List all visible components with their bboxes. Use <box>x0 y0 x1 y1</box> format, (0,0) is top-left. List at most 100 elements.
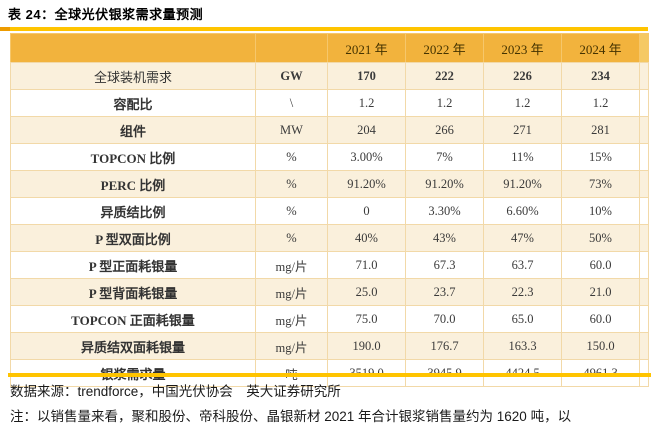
value-cell: 6.60% <box>483 197 562 225</box>
row-edge-strip <box>639 305 649 333</box>
row-edge-strip <box>639 116 649 144</box>
unit-cell: mg/片 <box>255 278 328 306</box>
data-source-note: 数据来源：trendforce，中国光伏协会 英大证券研究所 <box>10 384 341 399</box>
row-label-cell: P 型背面耗银量 <box>10 278 256 306</box>
table-row: TOPCON 比例% 3.00% 7% 11% 15% <box>10 143 649 171</box>
row-edge-strip <box>639 278 649 306</box>
value-cell: 176.7 <box>405 332 484 360</box>
year-header: 2023 年 <box>483 33 562 63</box>
unit-cell: GW <box>255 62 328 90</box>
table-title: 表 24：全球光伏银浆需求量预测 <box>8 7 204 22</box>
row-label-cell: 异质结双面耗银量 <box>10 332 256 360</box>
table-row: 组件 MW 204 266 271 281 <box>10 116 649 144</box>
value-cell: 15% <box>561 143 640 171</box>
value-cell: 1.2 <box>483 89 562 117</box>
value-cell: 222 <box>405 62 484 90</box>
forecast-table: 2021 年 2022 年 2023 年 2024 年 全球装机需求 GW 170 222 2… <box>10 33 649 387</box>
value-cell: 65.0 <box>483 305 562 333</box>
value-cell: 71.0 <box>327 251 406 279</box>
row-edge-strip <box>639 332 649 360</box>
value-cell: 73% <box>561 170 640 198</box>
value-cell: 226 <box>483 62 562 90</box>
value-cell: 150.0 <box>561 332 640 360</box>
table-row: 全球装机需求 GW 170 222 226 234 <box>10 62 649 90</box>
year-header: 2021 年 <box>327 33 406 63</box>
value-cell: 22.3 <box>483 278 562 306</box>
value-cell: 25.0 <box>327 278 406 306</box>
value-cell: 21.0 <box>561 278 640 306</box>
value-cell: 50% <box>561 224 640 252</box>
row-label-cell: PERC 比例 <box>10 170 256 198</box>
value-cell: 266 <box>405 116 484 144</box>
row-edge-strip <box>639 224 649 252</box>
table-row: P 型双面比例% 40% 43% 47% 50% <box>10 224 649 252</box>
row-edge-strip <box>639 170 649 198</box>
row-label-cell: 异质结比例 <box>10 197 256 225</box>
row-edge-strip <box>639 62 649 90</box>
value-cell: 163.3 <box>483 332 562 360</box>
header-label-spacer <box>10 33 256 63</box>
row-edge-strip <box>639 197 649 225</box>
row-label-cell: TOPCON 比例 <box>10 143 256 171</box>
year-header: 2024 年 <box>561 33 640 63</box>
value-cell: 67.3 <box>405 251 484 279</box>
value-cell: 3.30% <box>405 197 484 225</box>
value-cell: 23.7 <box>405 278 484 306</box>
header-unit-spacer <box>255 33 328 63</box>
row-edge-strip <box>639 89 649 117</box>
value-cell: 190.0 <box>327 332 406 360</box>
value-cell: 234 <box>561 62 640 90</box>
row-label-cell: TOPCON 正面耗银量 <box>10 305 256 333</box>
title-rule-divider <box>0 27 648 31</box>
table-row: 异质结比例% 0 3.30% 6.60% 10% <box>10 197 649 225</box>
unit-cell: % <box>255 224 328 252</box>
row-label-cell: 容配比 <box>10 89 256 117</box>
unit-cell: mg/片 <box>255 251 328 279</box>
unit-cell: mg/片 <box>255 305 328 333</box>
value-cell: 91.20% <box>405 170 484 198</box>
table-header-row: 2021 年 2022 年 2023 年 2024 年 <box>10 33 649 63</box>
value-cell: 0 <box>327 197 406 225</box>
value-cell: 204 <box>327 116 406 144</box>
table-row: P 型背面耗银量 mg/片 25.0 23.7 22.3 21.0 <box>10 278 649 306</box>
bottom-rule-divider <box>8 373 651 377</box>
table-header: 2021 年 2022 年 2023 年 2024 年 <box>10 33 649 63</box>
row-label-cell: 组件 <box>10 116 256 144</box>
unit-cell: % <box>255 170 328 198</box>
year-header: 2022 年 <box>405 33 484 63</box>
value-cell: 75.0 <box>327 305 406 333</box>
value-cell: 170 <box>327 62 406 90</box>
table-row: PERC 比例% 91.20% 91.20% 91.20% 73% <box>10 170 649 198</box>
value-cell: 91.20% <box>483 170 562 198</box>
value-cell: 60.0 <box>561 251 640 279</box>
value-cell: 47% <box>483 224 562 252</box>
value-cell: 1.2 <box>561 89 640 117</box>
row-edge-strip <box>639 143 649 171</box>
unit-cell: \ <box>255 89 328 117</box>
row-label-cell: P 型正面耗银量 <box>10 251 256 279</box>
value-cell: 1.2 <box>327 89 406 117</box>
row-label-cell: P 型双面比例 <box>10 224 256 252</box>
table-row: 容配比 \ 1.2 1.2 1.2 1.2 <box>10 89 649 117</box>
value-cell: 91.20% <box>327 170 406 198</box>
header-edge-strip <box>639 33 649 63</box>
value-cell: 63.7 <box>483 251 562 279</box>
value-cell: 281 <box>561 116 640 144</box>
row-edge-strip <box>639 251 649 279</box>
value-cell: 70.0 <box>405 305 484 333</box>
value-cell: 271 <box>483 116 562 144</box>
unit-cell: MW <box>255 116 328 144</box>
table-row: P 型正面耗银量 mg/片 71.0 67.3 63.7 60.0 <box>10 251 649 279</box>
value-cell: 10% <box>561 197 640 225</box>
table-row: TOPCON 正面耗银量 mg/片 75.0 70.0 65.0 60.0 <box>10 305 649 333</box>
unit-cell: % <box>255 143 328 171</box>
value-cell: 40% <box>327 224 406 252</box>
table-body: 全球装机需求 GW 170 222 226 234 容配比 \ 1.2 1.2 1.2 1.2 组件 MW… <box>10 62 649 387</box>
value-cell: 11% <box>483 143 562 171</box>
value-cell: 1.2 <box>405 89 484 117</box>
value-cell: 60.0 <box>561 305 640 333</box>
row-label-cell: 全球装机需求 <box>10 62 256 90</box>
value-cell: 7% <box>405 143 484 171</box>
table-footer: 数据来源：trendforce，中国光伏协会 英大证券研究所 注：以销售量来看，… <box>10 380 645 429</box>
unit-cell: % <box>255 197 328 225</box>
